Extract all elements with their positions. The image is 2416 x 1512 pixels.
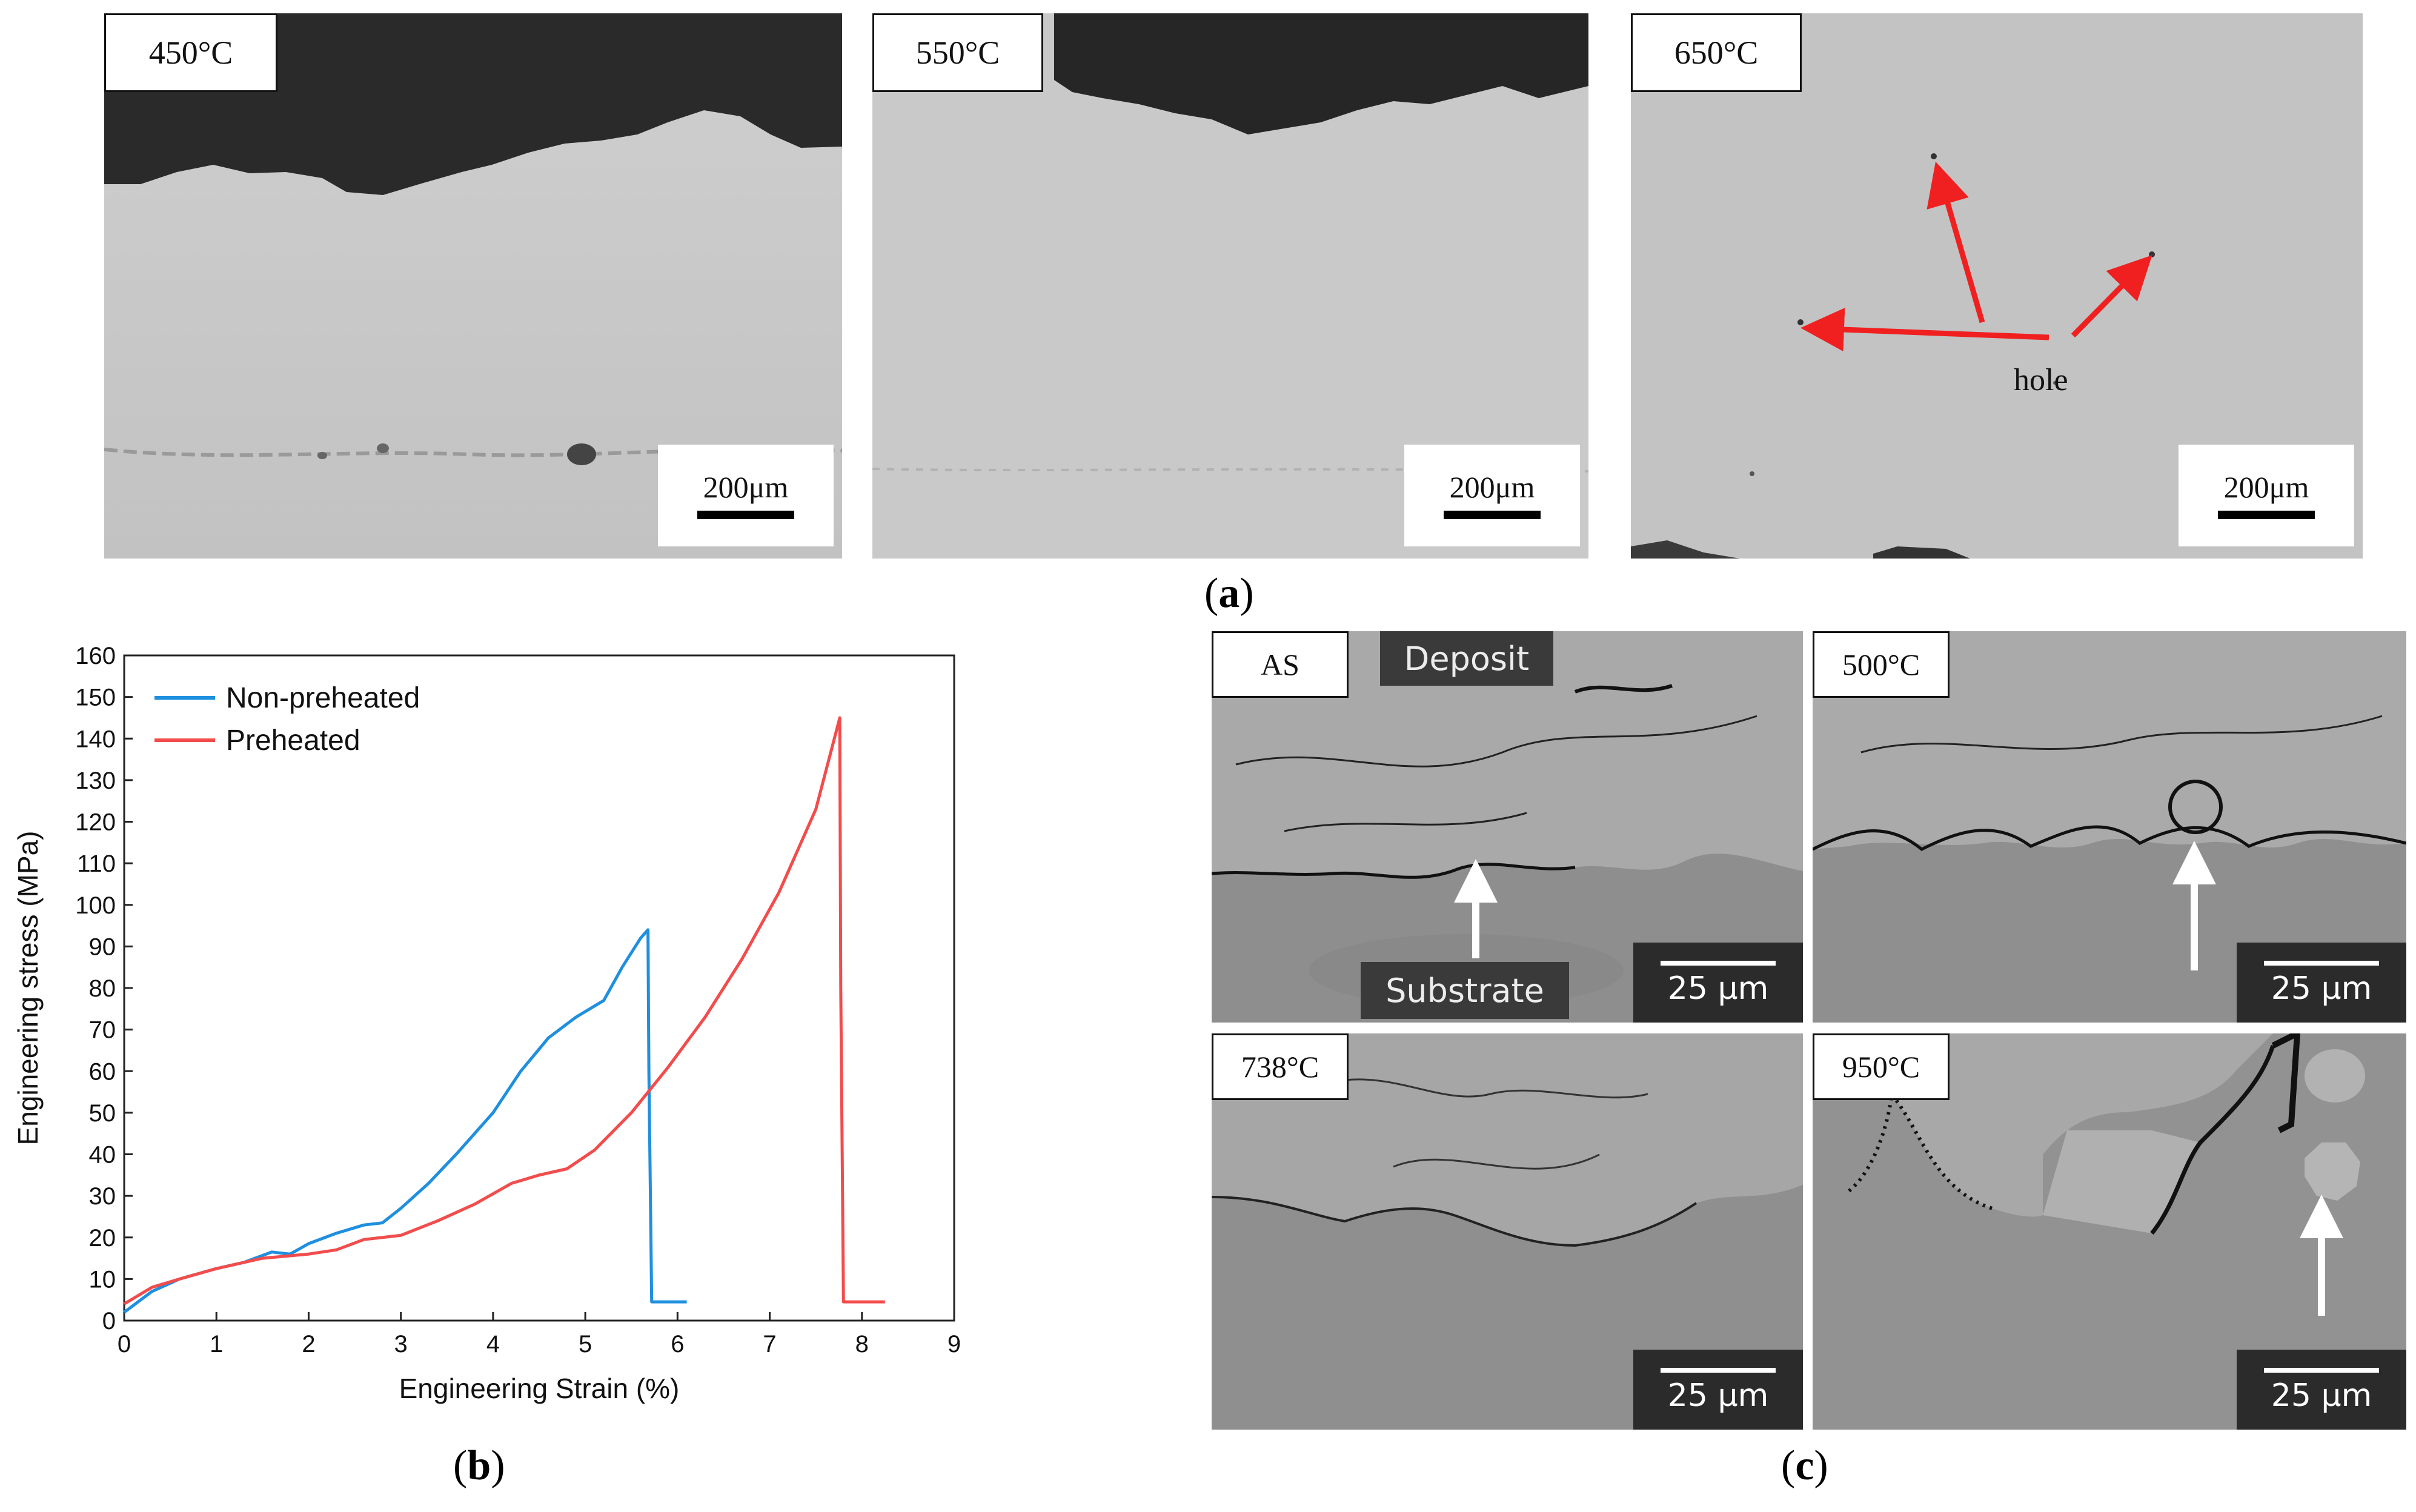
scale-bar-label: 25 μm <box>1667 970 1769 1007</box>
x-tick-label: 1 <box>210 1331 223 1358</box>
x-tick-label: 6 <box>671 1331 684 1358</box>
condition-label: AS <box>1212 631 1349 698</box>
scale-bar: 25 μm <box>1633 1350 1803 1430</box>
scale-bar-line <box>697 511 794 519</box>
y-tick-label: 140 <box>75 726 116 752</box>
y-tick-label: 100 <box>75 892 116 919</box>
temperature-label: 450°C <box>104 13 277 92</box>
scale-bar-label: 25 μm <box>2271 1378 2372 1414</box>
x-tick-label: 2 <box>302 1331 315 1358</box>
x-tick-label: 7 <box>763 1331 776 1358</box>
condition-label: 738°C <box>1212 1033 1349 1100</box>
scale-bar-label: 25 μm <box>2271 970 2372 1007</box>
x-tick-label: 9 <box>947 1331 961 1358</box>
x-axis-label: Engineering Strain (%) <box>399 1373 680 1404</box>
scale-bar: 200μm <box>658 445 834 546</box>
micrograph-738c: 738°C 25 μm <box>1212 1033 1803 1430</box>
scale-bar: 25 μm <box>2237 1350 2406 1430</box>
stress-strain-chart-svg: 0 1 2 3 4 5 6 7 8 9010203040506070809010011012013… <box>12 643 961 1404</box>
y-axis-label: Engineering stress (MPa) <box>12 831 44 1146</box>
scale-bar: 200μm <box>1404 445 1580 546</box>
deposit-label: Deposit <box>1380 631 1553 686</box>
y-tick-label: 80 <box>89 975 116 1002</box>
y-tick-label: 40 <box>89 1142 116 1169</box>
micrograph-950c: 950°C 25 μm <box>1813 1033 2406 1430</box>
scale-bar-line <box>1661 1368 1776 1373</box>
condition-label: 950°C <box>1813 1033 1950 1100</box>
y-tick-label: 30 <box>89 1183 116 1210</box>
y-tick-label: 50 <box>89 1100 116 1127</box>
scale-bar-label: 200μm <box>2223 470 2309 504</box>
scale-bar-label: 25 μm <box>1667 1378 1769 1414</box>
micrograph-650c: 650°C hole 200μm <box>1631 13 2363 559</box>
caption-b: (b) <box>453 1442 505 1489</box>
y-tick-label: 60 <box>89 1058 116 1085</box>
y-tick-label: 150 <box>75 685 116 711</box>
scale-bar-line <box>1444 511 1541 519</box>
y-tick-label: 70 <box>89 1017 116 1044</box>
scale-bar-label: 200μm <box>1449 470 1535 504</box>
scale-bar-label: 200μm <box>703 470 789 504</box>
micrograph-550c: 550°C 200μm <box>872 13 1588 559</box>
caption-a: (a) <box>1204 570 1254 617</box>
x-tick-label: 3 <box>394 1331 408 1358</box>
y-tick-label: 10 <box>89 1266 116 1293</box>
stress-strain-chart: 0 1 2 3 4 5 6 7 8 9 0 10 20 30 40 50 60 70 80 90 100 110 120 13… <box>0 630 994 1448</box>
scale-bar: 25 μm <box>1633 943 1803 1023</box>
y-tick-label: 160 <box>75 643 116 669</box>
x-tick-label: 4 <box>486 1331 500 1358</box>
y-tick-label: 130 <box>75 768 116 794</box>
scale-bar-line <box>2218 511 2315 519</box>
micrograph-450c: 450°C 200μm <box>104 13 842 559</box>
y-tick-label: 0 <box>102 1308 116 1335</box>
x-tick-label: 8 <box>855 1331 869 1358</box>
caption-c: (c) <box>1781 1442 1828 1489</box>
y-tick-label: 120 <box>75 809 116 836</box>
scale-bar-line <box>2264 1368 2379 1373</box>
scale-bar: 25 μm <box>2237 943 2406 1023</box>
condition-label: 500°C <box>1813 631 1950 698</box>
x-tick-label: 0 <box>118 1331 131 1358</box>
hole-annotation: hole <box>2014 363 2068 397</box>
y-tick-label: 20 <box>89 1225 116 1252</box>
temperature-label: 650°C <box>1631 13 1802 92</box>
micrograph-450c-image <box>104 13 842 559</box>
scale-bar-line <box>1661 961 1776 966</box>
substrate-label: Substrate <box>1361 962 1569 1019</box>
y-tick-label: 90 <box>89 933 116 960</box>
y-tick-label: 110 <box>77 850 116 877</box>
legend-label: Non-preheated <box>226 682 420 714</box>
scale-bar: 200μm <box>2179 445 2354 546</box>
micrograph-500c: 500°C 25 μm <box>1813 631 2406 1023</box>
legend-label: Preheated <box>226 724 360 757</box>
scale-bar-line <box>2264 961 2379 966</box>
series-line-preheated <box>123 716 885 1305</box>
x-tick-label: 5 <box>579 1331 592 1358</box>
micrograph-as: AS Deposit Substrate 25 μm <box>1212 631 1803 1023</box>
temperature-label: 550°C <box>872 13 1043 92</box>
plot-frame <box>123 654 955 1322</box>
